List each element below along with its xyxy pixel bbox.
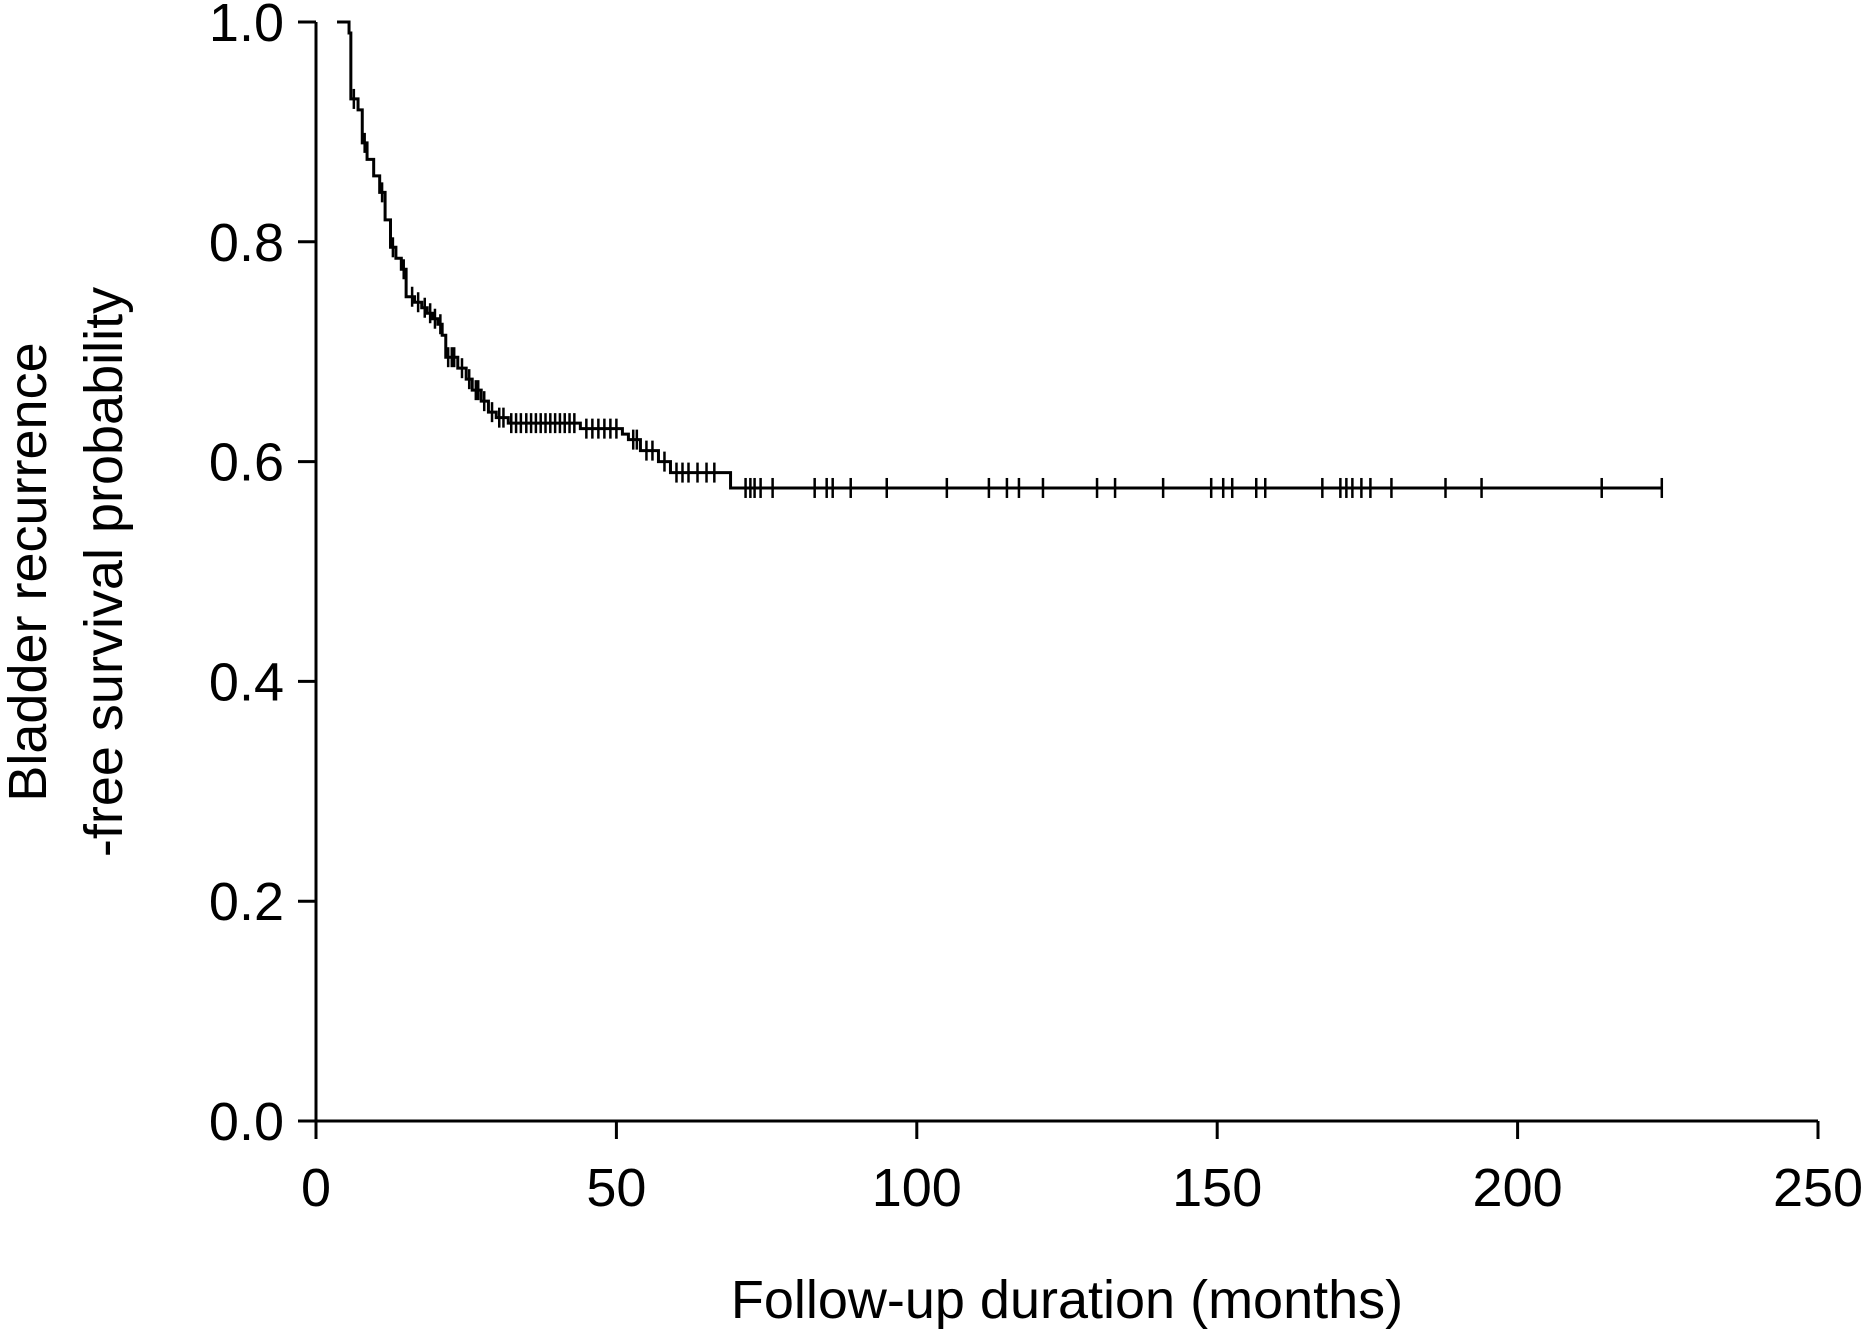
x-tick-label: 50 xyxy=(586,1158,646,1218)
y-tick-label: 0.6 xyxy=(209,433,284,493)
x-axis-title: Follow-up duration (months) xyxy=(731,1270,1403,1330)
x-ticks: 0 50 100 150 200 250 xyxy=(301,1121,1863,1218)
y-tick-label: 0.0 xyxy=(209,1092,284,1152)
y-axis-title: Bladder recurrence -free survival probab… xyxy=(0,287,134,857)
x-tick-label: 200 xyxy=(1473,1158,1563,1218)
y-tick-label: 0.8 xyxy=(209,213,284,273)
y-tick-label: 0.4 xyxy=(209,652,284,712)
y-ticks: 0.0 0.2 0.4 0.6 0.8 1.0 xyxy=(209,0,316,1152)
y-tick-label: 0.2 xyxy=(209,872,284,932)
y-axis-title-line-1: Bladder recurrence xyxy=(0,342,58,801)
x-tick-label: 100 xyxy=(872,1158,962,1218)
chart-axes xyxy=(314,22,1818,1123)
censor-marks xyxy=(352,88,1664,498)
survival-curve xyxy=(337,20,1662,490)
x-tick-label: 250 xyxy=(1773,1158,1863,1218)
y-axis-title-line-2: -free survival probability xyxy=(74,287,134,857)
x-tick-label: 150 xyxy=(1172,1158,1262,1218)
x-tick-label: 0 xyxy=(301,1158,331,1218)
y-tick-label: 1.0 xyxy=(209,0,284,53)
